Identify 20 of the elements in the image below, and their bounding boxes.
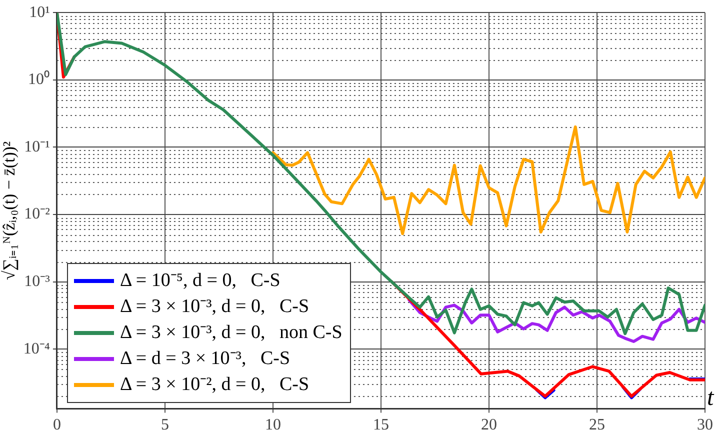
x-tick-label: 5: [160, 416, 169, 434]
legend-label: Δ = d = 3 × 10⁻³, C-S: [120, 346, 290, 371]
x-tick-label: 30: [697, 416, 713, 434]
y-tick-label: 10⁻¹: [24, 138, 50, 156]
x-tick-label: 0: [52, 416, 61, 434]
legend-label: Δ = 10⁻⁵, d = 0, C-S: [120, 268, 280, 293]
y-tick-label: 10⁻⁴: [23, 340, 50, 358]
y-axis-title: √∑ᵢ₌₁ᴺ(ẑᵢ,₀(t) − z̄(t))²: [0, 141, 19, 280]
x-axis-title: t: [707, 385, 715, 412]
x-tick-label: 20: [480, 416, 497, 434]
y-tick-label: 10⁰: [28, 70, 50, 88]
x-tick-label: 10: [264, 416, 281, 434]
legend-label: Δ = 3 × 10⁻², d = 0, C-S: [120, 372, 310, 397]
y-tick-label: 10⁻²: [24, 206, 50, 223]
y-tick-label: 10¹: [29, 4, 50, 21]
x-tick-label: 25: [588, 416, 605, 434]
x-tick-label: 15: [372, 416, 389, 434]
legend-label: Δ = 3 × 10⁻³, d = 0, C-S: [120, 294, 310, 319]
y-tick-label: 10⁻³: [24, 273, 50, 290]
legend-label: Δ = 3 × 10⁻³, d = 0, non C-S: [120, 320, 342, 345]
